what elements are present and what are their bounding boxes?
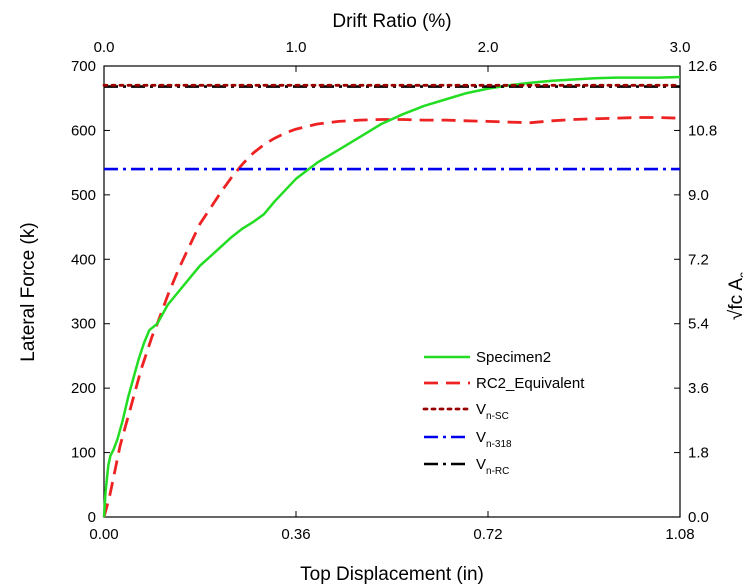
tick-labels: 0.00 0.36 0.72 1.080.0 1.0 2.0 3.0010020030040…: [71, 39, 717, 543]
series-line-1: [102, 116, 681, 518]
legend-label-0: Specimen2: [476, 349, 551, 366]
right-axis-title-main: √fc A: [726, 278, 743, 320]
right-tick-label: 9.0: [688, 187, 709, 204]
legend-label-subscript: n-SC: [486, 411, 509, 422]
legend-label-subscript: n-318: [486, 439, 512, 450]
plot-area: [103, 65, 681, 518]
top-tick-label: 1.0: [286, 39, 307, 56]
legend-label-3: Vn-318: [476, 429, 512, 450]
legend-label-2: Vn-SC: [476, 401, 509, 422]
legend-label-text: V: [476, 429, 486, 446]
y-tick-label: 500: [71, 187, 96, 204]
top-tick-label: 3.0: [670, 39, 691, 56]
top-axis-title: Drift Ratio (%): [332, 11, 451, 32]
right-tick-label: 1.8: [688, 445, 709, 462]
top-tick-label: 2.0: [478, 39, 499, 56]
legend-label-1: RC2_Equivalent: [476, 375, 585, 392]
axis-ticks: [103, 65, 681, 518]
y-tick-label: 100: [71, 445, 96, 462]
y-axis-title: Lateral Force (k): [18, 222, 39, 361]
y-tick-label: 300: [71, 316, 96, 333]
right-tick-label: 3.6: [688, 380, 709, 397]
right-axis-title-subscript: c: [736, 272, 743, 278]
right-tick-label: 0.0: [688, 509, 709, 526]
y-tick-label: 200: [71, 380, 96, 397]
legend-label-text: V: [476, 401, 486, 418]
series-layer: [102, 75, 682, 518]
legend-label-4: Vn-RC: [476, 456, 509, 477]
x-tick-label: 0.36: [281, 526, 310, 543]
right-tick-label: 10.8: [688, 122, 717, 139]
right-tick-label: 7.2: [688, 251, 709, 268]
right-tick-label: 12.6: [688, 58, 717, 75]
legend-label-subscript: n-RC: [486, 466, 509, 477]
top-tick-label: 0.0: [94, 39, 115, 56]
y-tick-label: 400: [71, 251, 96, 268]
x-axis-title: Top Displacement (in): [300, 564, 484, 585]
y-tick-label: 700: [71, 58, 96, 75]
x-tick-label: 0.00: [89, 526, 118, 543]
right-tick-label: 5.4: [688, 316, 709, 333]
legend-label-text: RC2_Equivalent: [476, 375, 585, 392]
y-tick-label: 600: [71, 122, 96, 139]
series-line-0: [102, 75, 681, 518]
x-tick-label: 0.72: [473, 526, 502, 543]
x-tick-label: 1.08: [665, 526, 694, 543]
legend-label-text: V: [476, 456, 486, 473]
y-tick-label: 0: [88, 509, 96, 526]
right-axis-title: √fc Ac: [726, 272, 743, 320]
legend-label-text: Specimen2: [476, 349, 551, 366]
